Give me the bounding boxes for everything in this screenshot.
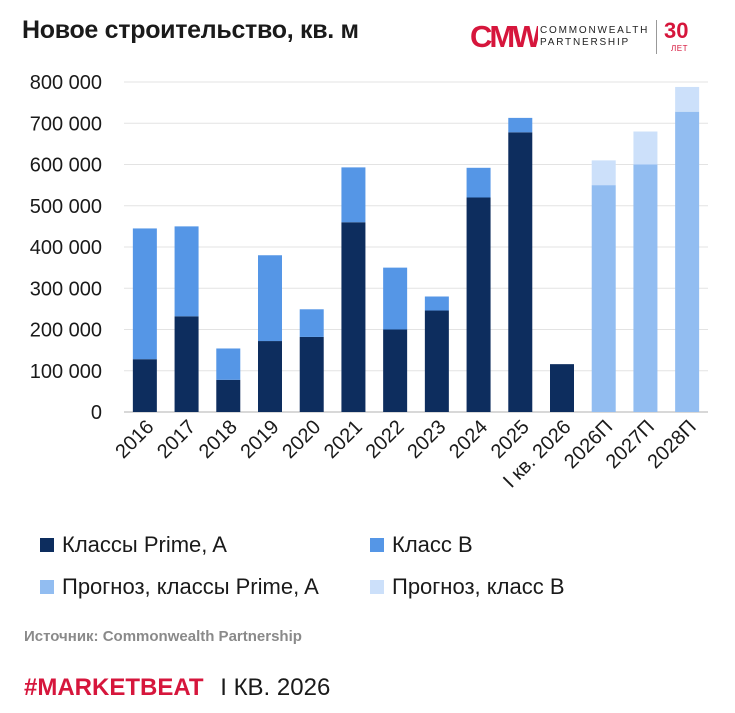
- x-tick-label: 2022: [362, 416, 409, 463]
- bar-segment: [424, 310, 449, 412]
- x-tick-label: 2020: [278, 416, 325, 463]
- logo-line2: PARTNERSHIP: [540, 37, 631, 48]
- bar-segment: [633, 131, 658, 165]
- bar-segment: [299, 336, 324, 412]
- legend-label: Классы Prime, A: [62, 532, 227, 557]
- bar-segment: [216, 379, 241, 412]
- report-period: I КВ. 2026: [220, 674, 331, 701]
- bar-segment: [466, 167, 491, 198]
- chart-title: Новое строительство, кв. м: [22, 16, 359, 44]
- bar-segment: [591, 185, 616, 412]
- x-tick-label: 2023: [403, 416, 450, 463]
- logo-divider: [656, 20, 657, 54]
- bar-segment: [383, 329, 408, 412]
- bar-segment: [132, 228, 157, 360]
- bar-segment: [508, 132, 533, 412]
- y-tick-label: 400 000: [30, 237, 102, 259]
- legend-item: Класс B: [370, 532, 473, 558]
- bar-segment: [299, 309, 324, 337]
- cmwp-logo-mark: CMWP: [470, 19, 538, 54]
- source-note: Источник: Commonwealth Partnership: [24, 628, 302, 645]
- bar-segment: [383, 267, 408, 330]
- y-tick-label: 100 000: [30, 361, 102, 383]
- bar-segment: [341, 222, 366, 412]
- legend-swatch: [40, 580, 54, 594]
- bar-segment: [424, 296, 449, 311]
- bar-segment: [675, 111, 700, 412]
- bar-segment: [132, 359, 157, 412]
- bar-segment: [633, 164, 658, 412]
- bar-segment: [216, 348, 241, 380]
- x-tick-label: 2024: [445, 416, 492, 463]
- bar-segment: [174, 226, 199, 317]
- x-tick-label: 2018: [195, 416, 242, 463]
- bar-segment: [591, 160, 616, 186]
- legend-item: Прогноз, класс B: [370, 574, 565, 600]
- bar-segment: [466, 197, 491, 412]
- svg-text:CMWP: CMWP: [470, 19, 538, 54]
- y-tick-label: 200 000: [30, 320, 102, 342]
- logo-years: 30: [664, 18, 689, 43]
- chart-legend: Классы Prime, A Класс B Прогноз, классы Pr…: [40, 532, 700, 622]
- legend-label: Класс B: [392, 532, 473, 557]
- legend-label: Прогноз, класс B: [392, 574, 565, 599]
- bar-segment: [675, 86, 700, 112]
- marketbeat-brand: #MARKETBEAT: [24, 674, 204, 701]
- legend-swatch: [370, 538, 384, 552]
- y-tick-label: 500 000: [30, 196, 102, 218]
- company-logo: CMWP COMMONWEALTH PARTNERSHIP 30 ЛЕТ: [470, 14, 715, 58]
- y-tick-label: 800 000: [30, 72, 102, 94]
- logo-years-label: ЛЕТ: [671, 44, 688, 53]
- y-tick-label: 0: [91, 402, 102, 424]
- bar-segment: [341, 167, 366, 223]
- x-tick-label: 2017: [153, 416, 200, 463]
- legend-label: Прогноз, классы Prime, A: [62, 574, 319, 599]
- y-tick-label: 300 000: [30, 278, 102, 300]
- y-tick-label: 600 000: [30, 155, 102, 177]
- x-tick-label: 2019: [237, 416, 284, 463]
- x-tick-label: 2021: [320, 416, 367, 463]
- bar-segment: [258, 255, 282, 342]
- x-tick-label: 2028П: [643, 416, 700, 473]
- legend-swatch: [40, 538, 54, 552]
- bar-segment: [508, 117, 533, 133]
- bar-chart: 800 000 700 000 600 000 500 000 400 000 300 0…: [30, 72, 708, 492]
- footer: #MARKETBEAT I КВ. 2026: [24, 674, 330, 702]
- bar-segment: [258, 341, 282, 412]
- legend-swatch: [370, 580, 384, 594]
- bar-segment: [174, 316, 199, 412]
- x-tick-label: 2016: [111, 416, 158, 463]
- logo-wordmark-text: COMMONWEALTH PARTNERSHIP: [540, 25, 649, 49]
- legend-item: Прогноз, классы Prime, A: [40, 574, 319, 600]
- logo-line1: COMMONWEALTH: [540, 25, 650, 36]
- legend-item: Классы Prime, A: [40, 532, 227, 558]
- y-tick-label: 700 000: [30, 113, 102, 135]
- bar-segment: [550, 364, 574, 412]
